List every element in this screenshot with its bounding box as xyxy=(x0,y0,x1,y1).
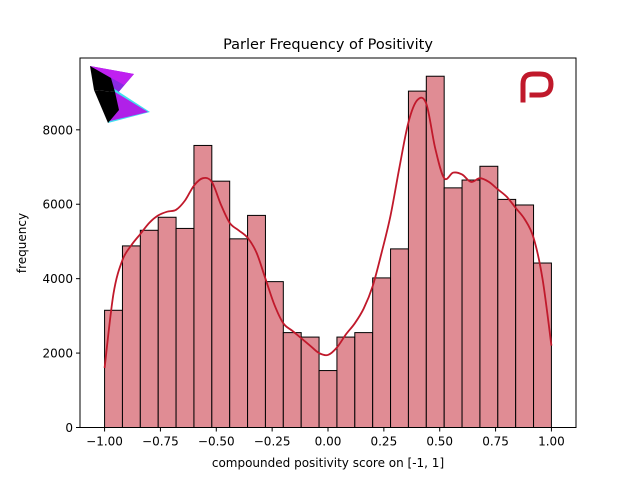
histogram-bar xyxy=(372,277,392,429)
left-logo-icon xyxy=(90,66,150,123)
histogram-bar xyxy=(157,216,177,428)
y-tick-label: 6000 xyxy=(42,198,73,212)
x-tick-label: −1.00 xyxy=(86,435,123,449)
y-axis-label: frequency xyxy=(15,213,29,273)
x-tick-label: −0.75 xyxy=(142,435,179,449)
x-tick-label: 0.50 xyxy=(426,435,453,449)
histogram-bar xyxy=(425,75,445,429)
histogram-bar xyxy=(461,179,481,428)
x-axis-ticks: −1.00 −0.75 −0.50 −0.25 0.00 0.25 0.50 0.75 1.00 xyxy=(86,427,565,449)
x-tick-label: 0.75 xyxy=(482,435,509,449)
y-tick-label: 2000 xyxy=(42,347,73,361)
y-tick-label: 8000 xyxy=(42,123,73,137)
histogram-bar xyxy=(193,144,213,428)
histogram-bar xyxy=(175,227,195,428)
x-tick-label: 0.25 xyxy=(370,435,397,449)
histogram-bar xyxy=(390,248,409,428)
x-tick-label: 0.00 xyxy=(315,435,342,449)
right-logo-icon xyxy=(520,71,554,103)
y-tick-label: 4000 xyxy=(42,272,73,286)
histogram-bar xyxy=(443,187,463,428)
histogram-bar xyxy=(479,165,499,428)
histogram-bar xyxy=(407,90,427,429)
histogram-bar xyxy=(139,229,159,428)
histogram-bars xyxy=(104,75,552,429)
histogram-bar xyxy=(515,204,535,428)
y-axis-ticks: 0 2000 4000 6000 8000 xyxy=(42,123,80,435)
histogram-bar xyxy=(104,309,123,429)
histogram-bar xyxy=(497,198,517,428)
kde-curve xyxy=(103,96,553,369)
histogram-bar xyxy=(354,332,374,428)
x-tick-label: −0.25 xyxy=(254,435,291,449)
histogram-bar xyxy=(282,332,302,428)
histogram-bar xyxy=(229,238,249,428)
x-tick-label: −0.50 xyxy=(198,435,235,449)
y-tick-label: 0 xyxy=(65,421,73,435)
histogram-bar xyxy=(533,262,552,428)
histogram-bar xyxy=(247,214,266,428)
chart-title: Parler Frequency of Positivity xyxy=(223,37,433,53)
histogram-bar xyxy=(336,336,356,428)
x-tick-label: 1.00 xyxy=(538,435,565,449)
histogram-bar xyxy=(318,370,338,428)
histogram-bar xyxy=(121,245,141,428)
x-axis-label: compounded positivity score on [-1, 1] xyxy=(212,456,444,470)
